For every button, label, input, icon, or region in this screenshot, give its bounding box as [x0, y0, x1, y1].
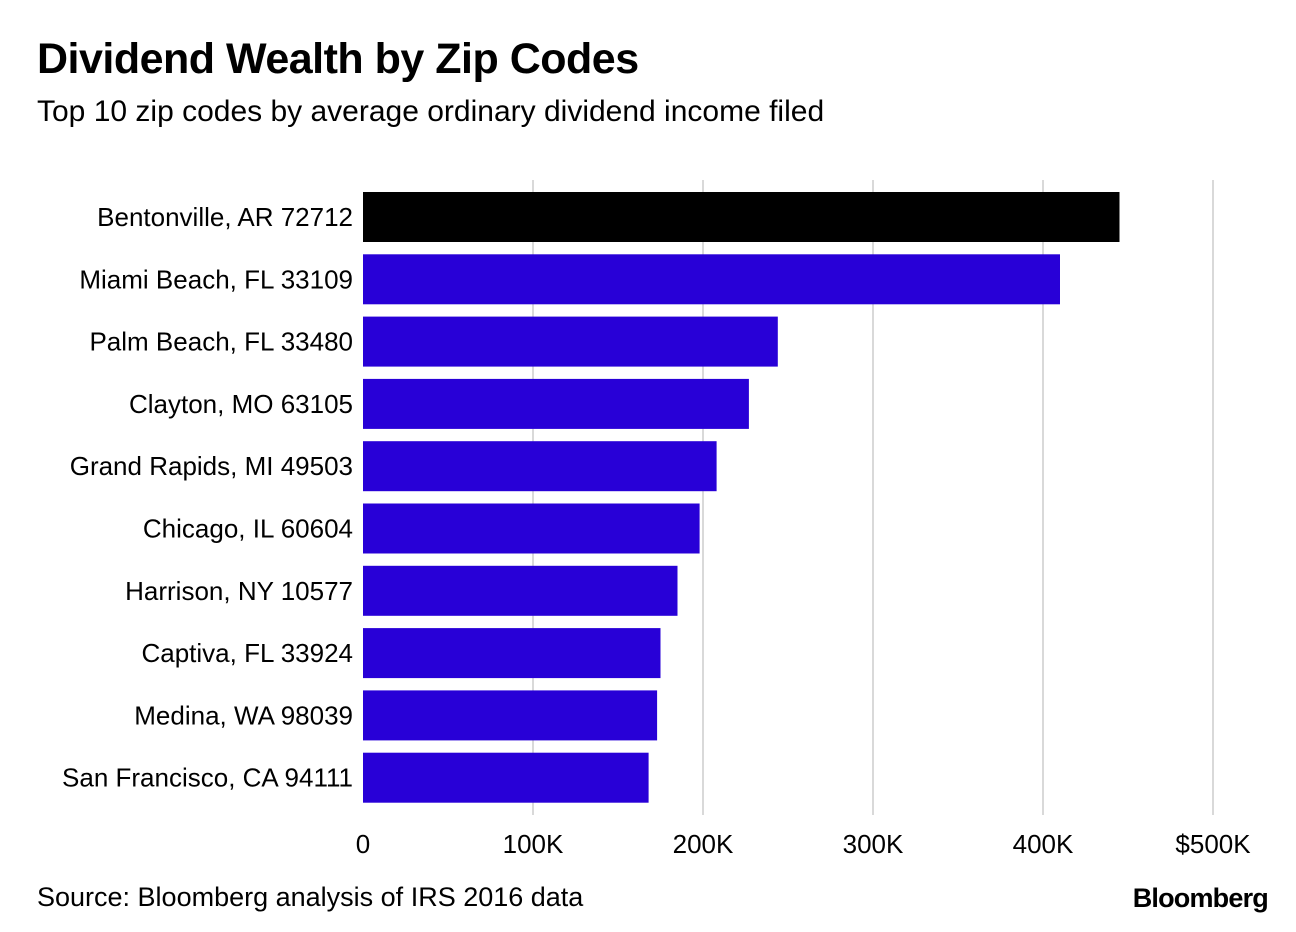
bar [363, 690, 658, 741]
x-tick-label: 400K [1013, 829, 1074, 859]
category-label: Bentonville, AR 72712 [97, 202, 353, 232]
x-tick-label: $500K [1175, 829, 1251, 859]
category-label: Miami Beach, FL 33109 [79, 264, 353, 294]
x-tick-label: 300K [843, 829, 904, 859]
x-tick-label: 200K [673, 829, 734, 859]
bar [363, 316, 778, 367]
category-label: San Francisco, CA 94111 [62, 763, 353, 793]
category-label: Clayton, MO 63105 [129, 389, 353, 419]
x-tick-label: 0 [356, 829, 370, 859]
bar [363, 628, 661, 679]
category-label: Captiva, FL 33924 [141, 638, 353, 668]
category-label: Harrison, NY 10577 [125, 576, 353, 606]
chart-title: Dividend Wealth by Zip Codes [37, 35, 639, 83]
category-label: Grand Rapids, MI 49503 [70, 451, 353, 481]
source-note: Source: Bloomberg analysis of IRS 2016 d… [37, 882, 584, 912]
category-label: Medina, WA 98039 [134, 700, 353, 730]
bloomberg-logo: Bloomberg [1132, 883, 1269, 913]
x-tick-labels: 0 100K 200K 300K 400K $500K [356, 829, 1251, 859]
bar [363, 503, 700, 554]
category-label: Chicago, IL 60604 [143, 514, 353, 544]
bar [363, 192, 1120, 242]
bar [363, 752, 649, 803]
bar [363, 565, 678, 616]
category-label: Palm Beach, FL 33480 [89, 327, 353, 357]
bar [363, 378, 749, 429]
category-labels: Bentonville, AR 72712 Miami Beach, FL 331… [62, 202, 353, 793]
bars [363, 192, 1120, 803]
bar [363, 254, 1060, 305]
bar [363, 441, 717, 492]
chart-subtitle: Top 10 zip codes by average ordinary div… [37, 95, 825, 128]
x-tick-label: 100K [503, 829, 564, 859]
